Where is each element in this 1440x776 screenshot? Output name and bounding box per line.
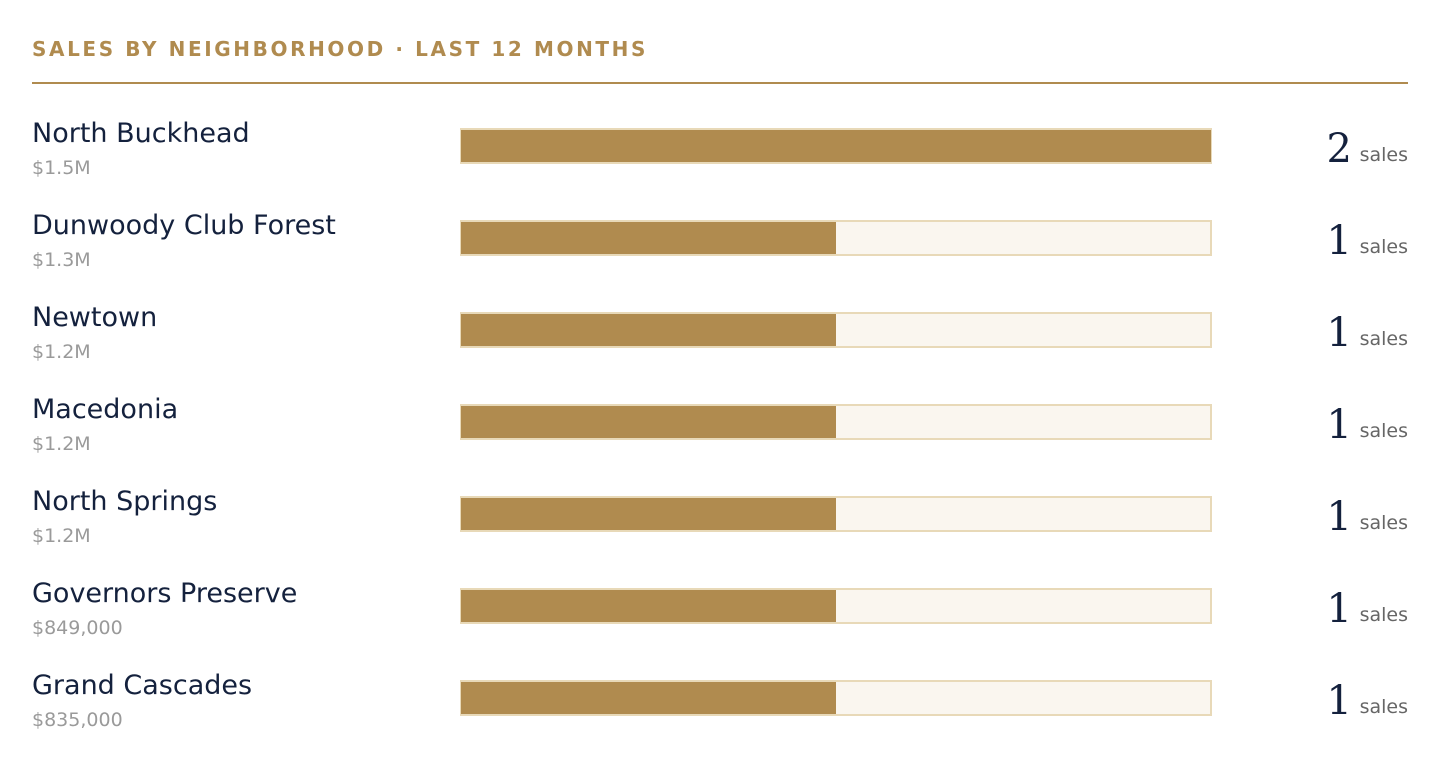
neighborhood-name: Governors Preserve (32, 578, 297, 609)
bar (461, 130, 1211, 162)
neighborhood-name: Macedonia (32, 394, 178, 425)
sales-count: 1 (1327, 310, 1352, 356)
sales-count: 1 (1327, 678, 1352, 724)
sales-unit: sales (1360, 512, 1408, 534)
bar (461, 590, 836, 622)
price: $1.2M (32, 341, 91, 363)
neighborhood-name: Grand Cascades (32, 670, 252, 701)
neighborhood-name: North Springs (32, 486, 217, 517)
sales-count: 1 (1327, 402, 1352, 448)
bar (461, 314, 836, 346)
neighborhood-name: Dunwoody Club Forest (32, 210, 336, 241)
bar (461, 406, 836, 438)
sales-unit: sales (1360, 604, 1408, 626)
price: $1.2M (32, 433, 91, 455)
neighborhood-name: North Buckhead (32, 118, 250, 149)
price: $1.2M (32, 525, 91, 547)
price: $1.3M (32, 249, 91, 271)
bar (461, 498, 836, 530)
bar (461, 222, 836, 254)
sales-unit: sales (1360, 144, 1408, 166)
sales-count: 1 (1327, 586, 1352, 632)
sales-count: 1 (1327, 494, 1352, 540)
price: $1.5M (32, 157, 91, 179)
panel-title: SALES BY NEIGHBORHOOD · LAST 12 MONTHS (32, 37, 648, 61)
sales-unit: sales (1360, 328, 1408, 350)
price: $835,000 (32, 709, 123, 731)
bar (461, 682, 836, 714)
price: $849,000 (32, 617, 123, 639)
neighborhood-name: Newtown (32, 302, 157, 333)
sales-unit: sales (1360, 420, 1408, 442)
sales-count: 2 (1327, 126, 1352, 172)
sales-count: 1 (1327, 218, 1352, 264)
sales-unit: sales (1360, 696, 1408, 718)
sales-unit: sales (1360, 236, 1408, 258)
